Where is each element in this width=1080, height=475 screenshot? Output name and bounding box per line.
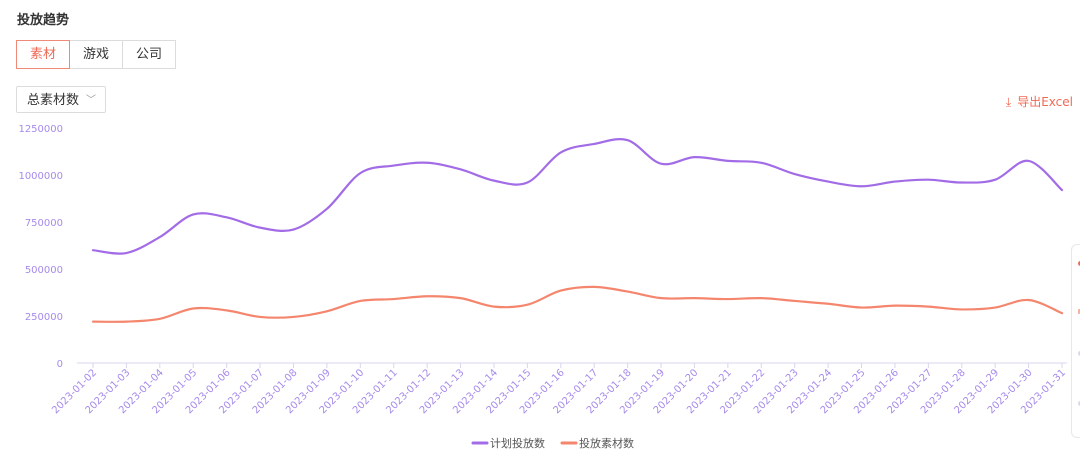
tab-company[interactable]: 公司 — [122, 40, 177, 69]
panel-dot-icon — [1078, 351, 1080, 356]
legend-label: 计划投放数 — [490, 436, 545, 450]
panel-square-icon — [1078, 309, 1080, 314]
series-line-plan — [91, 138, 1064, 255]
metric-select[interactable]: 总素材数 ﹀ — [16, 86, 106, 113]
y-tick-label: 0 — [57, 359, 63, 370]
tab-material[interactable]: 素材 — [16, 40, 71, 69]
y-tick-label: 1250000 — [18, 124, 63, 135]
panel-dot-icon — [1078, 261, 1080, 266]
side-float-panel[interactable] — [1071, 244, 1080, 438]
y-tick-label: 1000000 — [18, 171, 63, 182]
y-tick-label: 250000 — [25, 312, 63, 323]
legend-label: 投放素材数 — [579, 436, 634, 450]
section-title: 投放趋势 — [17, 13, 70, 28]
panel-dot-icon — [1078, 401, 1080, 406]
metric-select-value: 总素材数 — [27, 93, 80, 108]
export-label: 导出Excel — [1017, 95, 1073, 109]
download-icon: ⤓ — [1005, 95, 1012, 109]
y-tick-label: 500000 — [25, 265, 63, 276]
series-line-material — [91, 285, 1064, 323]
export-excel-button[interactable]: ⤓ 导出Excel — [1006, 93, 1073, 110]
category-tabs: 素材 游戏 公司 — [16, 40, 177, 69]
y-tick-label: 750000 — [25, 218, 63, 229]
chevron-down-icon: ﹀ — [86, 95, 96, 106]
